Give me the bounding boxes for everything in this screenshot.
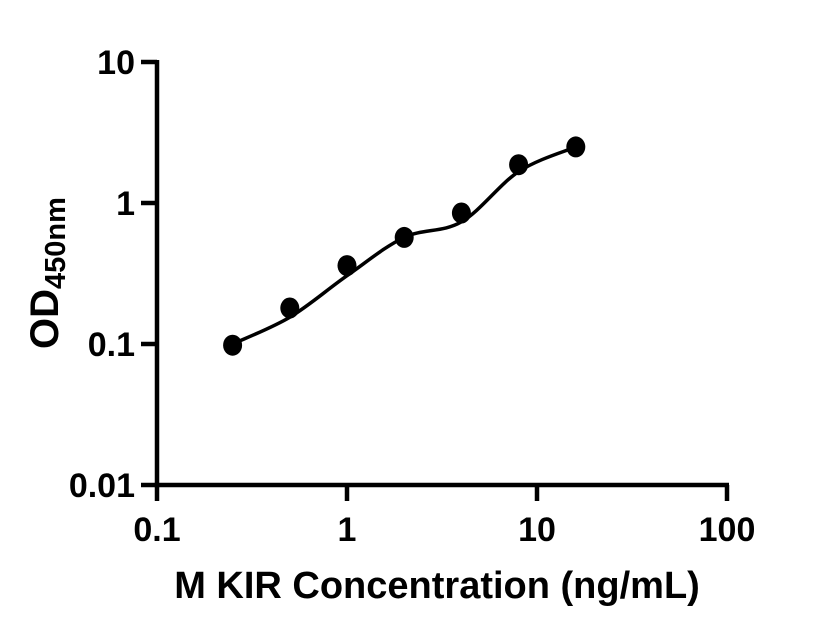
data-point-marker [509,154,529,176]
x-axis-tick-label: 10 [518,511,556,549]
x-axis-title: M KIR Concentration (ng/mL) [174,565,700,607]
data-point-marker [337,255,357,277]
x-axis-tick-label: 0.1 [133,511,180,549]
data-point-marker [394,226,414,248]
data-point-marker [280,297,300,319]
data-point-marker [223,334,243,356]
y-axis-tick-label: 0.1 [88,326,135,364]
y-axis-tick-label: 1 [116,185,135,223]
data-point-marker [451,202,471,224]
x-axis-tick-label: 1 [338,511,357,549]
y-axis-tick-label: 0.01 [69,467,135,505]
x-axis-tick-label: 100 [699,511,756,549]
y-axis-tick-label: 10 [97,44,135,82]
data-point-marker [566,136,586,158]
y-axis-title: OD450nm [23,197,72,349]
